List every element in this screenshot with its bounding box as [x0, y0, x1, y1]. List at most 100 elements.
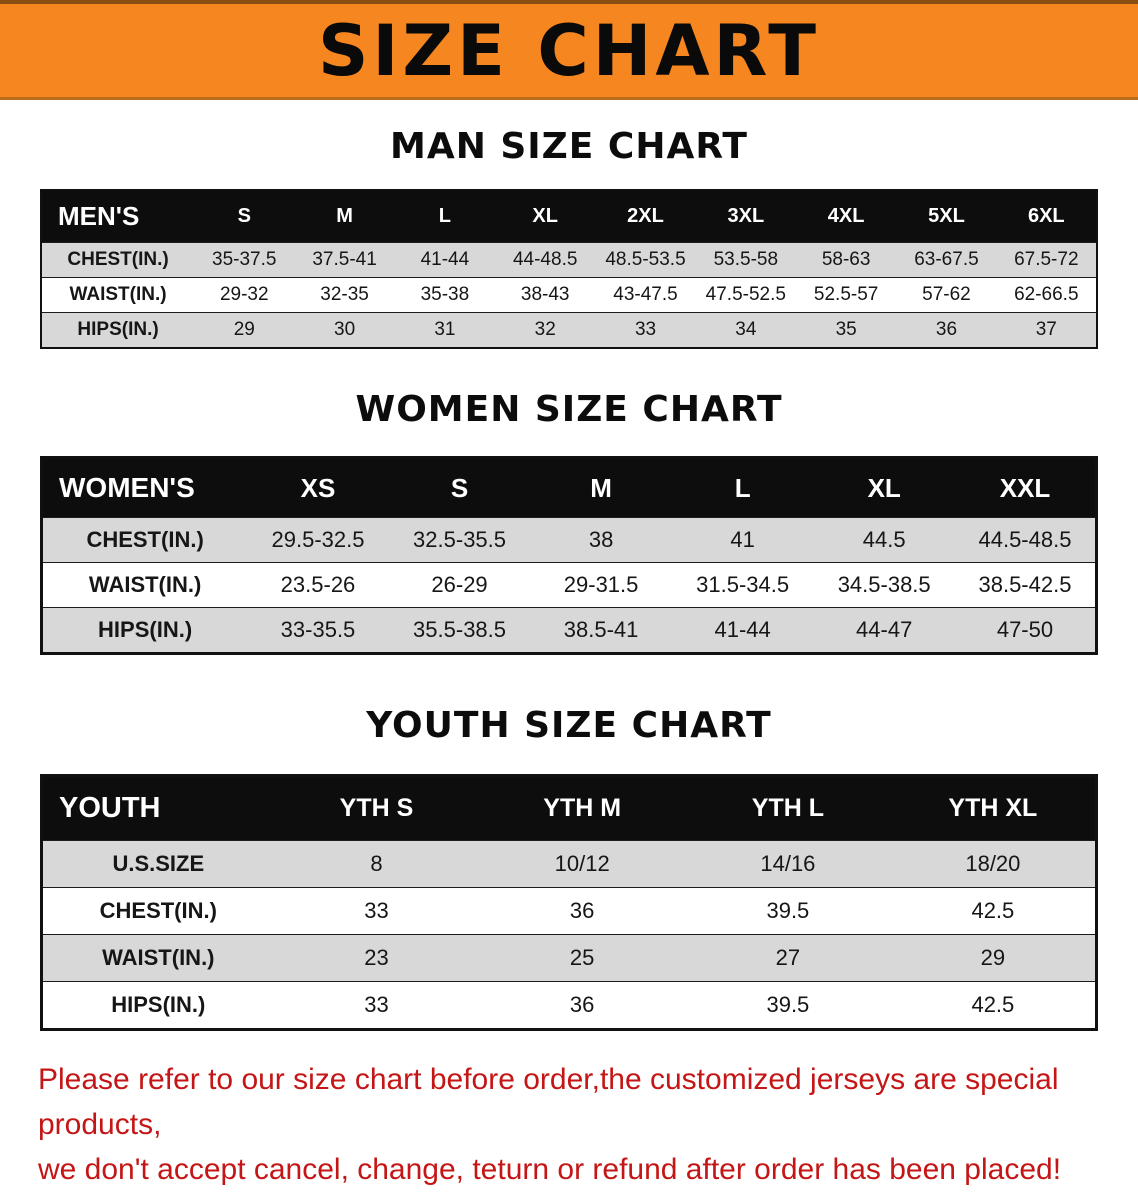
- measure-value-cell: 44.5: [862, 527, 906, 552]
- size-column-header: M: [294, 190, 395, 243]
- table-row: WAIST(IN.) 23.5-26 26-29 29-31.5 31.5-34.5 34…: [41, 562, 1097, 608]
- table-title-cell: YOUTH: [41, 775, 274, 841]
- measure-value-cell: 25: [569, 945, 595, 970]
- measure-value-cell: 44.5-48.5: [978, 527, 1072, 552]
- men-size-table: MEN'S S M L XL 2XL 3XL 4XL 5XL 6XL CHEST(IN.) 35-37…: [40, 189, 1098, 349]
- women-size-section: WOMEN SIZE CHART WOMEN'S XS S M L XL XXL CHEST(…: [0, 389, 1138, 655]
- table-title-cell: WOMEN'S: [41, 457, 248, 518]
- measure-value-cell: 26-29: [431, 572, 488, 597]
- measure-value-cell: 33: [364, 992, 389, 1017]
- measure-value-cell: 8: [370, 851, 383, 876]
- measure-value-cell: 35.5-38.5: [413, 617, 507, 642]
- table-row: HIPS(IN.) 33-35.5 35.5-38.5 38.5-41 41-44 44-…: [41, 607, 1097, 654]
- measure-value-cell: 33-35.5: [280, 617, 356, 642]
- measure-label-cell: WAIST(IN.): [69, 284, 167, 305]
- measure-value-cell: 33: [364, 898, 389, 923]
- measure-value-cell: 38: [588, 527, 614, 552]
- men-chart-heading: MAN SIZE CHART: [390, 126, 748, 167]
- measure-value-cell: 39.5: [766, 992, 810, 1017]
- size-column-header: YTH XL: [890, 775, 1097, 841]
- measure-label-cell: CHEST(IN.): [99, 898, 217, 923]
- note-line-2: we don't accept cancel, change, teturn o…: [38, 1153, 1062, 1186]
- table-row: WAIST(IN.) 29-32 32-35 35-38 38-43 43-47.5 47.…: [41, 277, 1097, 313]
- measure-value-cell: 35-37.5: [212, 249, 277, 270]
- measure-value-cell: 58-63: [821, 249, 871, 270]
- measure-value-cell: 63-67.5: [914, 249, 979, 270]
- measure-value-cell: 34: [735, 319, 757, 340]
- measure-label-cell: U.S.SIZE: [112, 851, 205, 876]
- measure-value-cell: 35: [835, 319, 857, 340]
- youth-size-table: YOUTH YTH S YTH M YTH L YTH XL U.S.SIZE 8 10/12…: [40, 774, 1098, 1031]
- measure-value-cell: 31: [434, 319, 456, 340]
- measure-value-cell: 31.5-34.5: [696, 572, 790, 597]
- measure-value-cell: 67.5-72: [1014, 249, 1079, 270]
- youth-chart-heading: YOUTH SIZE CHART: [366, 705, 772, 746]
- measure-label-cell: HIPS(IN.): [98, 617, 193, 642]
- size-column-header: M: [530, 457, 672, 518]
- measure-label-cell: HIPS(IN.): [111, 992, 206, 1017]
- measure-value-cell: 47-50: [996, 617, 1054, 642]
- measure-value-cell: 32: [534, 319, 556, 340]
- measure-value-cell: 32-35: [320, 284, 369, 305]
- measure-value-cell: 62-66.5: [1014, 284, 1079, 305]
- measure-value-cell: 44-48.5: [512, 249, 578, 270]
- measure-value-cell: 29-32: [219, 284, 269, 305]
- size-column-header: XL: [495, 190, 596, 243]
- youth-size-section: YOUTH SIZE CHART YOUTH YTH S YTH M YTH L YTH…: [0, 705, 1138, 1031]
- size-column-header: L: [671, 457, 814, 518]
- measure-value-cell: 57-62: [922, 284, 971, 305]
- women-size-table: WOMEN'S XS S M L XL XXL CHEST(IN.) 29.5-32.5 32.5…: [40, 456, 1098, 655]
- measure-value-cell: 37: [1035, 319, 1057, 340]
- measure-value-cell: 33: [634, 319, 657, 340]
- measure-value-cell: 10/12: [554, 851, 610, 876]
- order-policy-note: Please refer to our size chart before or…: [0, 1057, 1138, 1192]
- size-column-header: S: [194, 190, 295, 243]
- size-column-header: XL: [813, 457, 955, 518]
- table-row: CHEST(IN.) 35-37.5 37.5-41 41-44 44-48.5 48.5…: [41, 242, 1097, 278]
- measure-value-cell: 29.5-32.5: [271, 527, 365, 552]
- table-header-row: YOUTH YTH S YTH M YTH L YTH XL: [41, 775, 1097, 841]
- measure-value-cell: 41-44: [714, 617, 771, 642]
- size-column-header: 2XL: [595, 190, 696, 243]
- table-header-row: WOMEN'S XS S M L XL XXL: [41, 457, 1097, 518]
- size-column-header: 6XL: [996, 190, 1097, 243]
- page-title: SIZE CHART: [317, 9, 821, 92]
- measure-value-cell: 43-47.5: [613, 284, 678, 305]
- measure-value-cell: 23: [364, 945, 389, 970]
- measure-value-cell: 39.5: [766, 898, 810, 923]
- measure-value-cell: 18/20: [965, 851, 1021, 876]
- note-line-1: Please refer to our size chart before or…: [38, 1063, 1059, 1141]
- measure-value-cell: 29: [233, 319, 255, 340]
- measure-value-cell: 42.5: [971, 992, 1015, 1017]
- size-column-header: YTH M: [479, 775, 686, 841]
- measure-label-cell: CHEST(IN.): [86, 527, 204, 552]
- size-column-header: 3XL: [695, 190, 796, 243]
- size-column-header: 5XL: [896, 190, 997, 243]
- measure-value-cell: 42.5: [971, 898, 1015, 923]
- measure-value-cell: 38.5-42.5: [978, 572, 1072, 597]
- size-column-header: YTH S: [273, 775, 480, 841]
- table-row: CHEST(IN.) 29.5-32.5 32.5-35.5 38 41 44.5 44.5…: [41, 517, 1097, 563]
- measure-value-cell: 23.5-26: [280, 572, 356, 597]
- table-row: HIPS(IN.) 29 30 31 32 33 34 35 36 37: [41, 312, 1097, 348]
- measure-value-cell: 32.5-35.5: [413, 527, 507, 552]
- table-row: U.S.SIZE 8 10/12 14/16 18/20: [41, 840, 1097, 888]
- table-row: WAIST(IN.) 23 25 27 29: [41, 934, 1097, 982]
- measure-value-cell: 48.5-53.5: [605, 249, 686, 270]
- measure-label-cell: HIPS(IN.): [77, 319, 159, 340]
- measure-value-cell: 52.5-57: [813, 284, 879, 305]
- size-column-header: YTH L: [685, 775, 891, 841]
- table-row: HIPS(IN.) 33 36 39.5 42.5: [41, 981, 1097, 1030]
- measure-label-cell: CHEST(IN.): [67, 249, 169, 270]
- size-column-header: XXL: [954, 457, 1097, 518]
- women-chart-heading: WOMEN SIZE CHART: [355, 389, 783, 430]
- measure-value-cell: 14/16: [760, 851, 816, 876]
- measure-value-cell: 41: [730, 527, 755, 552]
- measure-value-cell: 34.5-38.5: [837, 572, 931, 597]
- measure-value-cell: 44-47: [856, 617, 913, 642]
- size-column-header: 4XL: [795, 190, 897, 243]
- measure-value-cell: 38-43: [520, 284, 570, 305]
- measure-value-cell: 27: [775, 945, 801, 970]
- measure-value-cell: 53.5-58: [713, 249, 779, 270]
- measure-value-cell: 36: [569, 898, 595, 923]
